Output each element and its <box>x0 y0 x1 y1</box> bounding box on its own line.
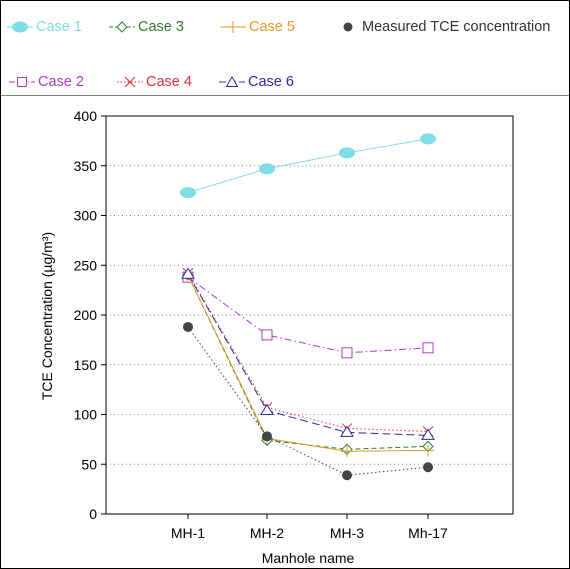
y-tick-label-0: 0 <box>89 506 97 522</box>
series-7-point-MH-1 <box>183 321 193 332</box>
series-line-6 <box>187 273 429 436</box>
axes <box>101 115 514 519</box>
series-1-point-MH-2 <box>259 163 275 175</box>
y-tick-label-300: 300 <box>74 208 98 224</box>
legend-label-case-3: Case 3 <box>138 19 184 35</box>
legend-marker-case-3 <box>109 21 135 33</box>
legend-case-3: Case 3 <box>109 16 184 38</box>
series-3 <box>182 269 434 456</box>
legend-case-4: Case 4 <box>117 71 192 93</box>
tick-labels: 0 50 100 150 200 250 300 350 400 MH-1 MH-2 MH-3 Mh-1… <box>74 108 448 541</box>
series-line-5 <box>187 274 429 452</box>
y-tick-label-150: 150 <box>74 357 98 373</box>
data-series <box>180 133 436 481</box>
series-4 <box>182 267 434 437</box>
legend-marker-case-6 <box>219 76 245 87</box>
y-tick-label-250: 250 <box>74 257 98 273</box>
series-1 <box>180 133 436 199</box>
x-tick-label-MH-3: MH-3 <box>330 525 364 541</box>
legend-marker-case-5 <box>220 21 246 33</box>
y-tick-label-350: 350 <box>74 158 98 174</box>
x-tick-label-MH-1: MH-1 <box>171 525 205 541</box>
y-axis-label: TCE Concentration (µg/m³) <box>39 232 55 400</box>
series-6-point-MH-3 <box>340 425 354 437</box>
y-tick-label-200: 200 <box>74 307 98 323</box>
plot-area-border <box>105 115 514 515</box>
series-line-2 <box>187 276 429 354</box>
legend-marker-case-4 <box>117 76 143 88</box>
series-6-point-Mh-17 <box>421 428 435 440</box>
series-6-point-MH-2 <box>260 403 274 416</box>
series-6 <box>181 267 435 440</box>
series-line-1 <box>187 138 429 194</box>
series-1-point-MH-3 <box>339 147 355 159</box>
x-tick-label-Mh-17: Mh-17 <box>408 525 448 541</box>
legend-label-measured: Measured TCE concentration <box>362 19 551 35</box>
legend-label-case-2: Case 2 <box>38 74 84 90</box>
series-1-point-MH-1 <box>180 187 196 199</box>
series-2-point-Mh-17 <box>422 342 434 354</box>
legend-label-case-6: Case 6 <box>248 74 294 90</box>
series-2-point-MH-3 <box>341 347 353 359</box>
y-tick-label-100: 100 <box>74 407 98 423</box>
series-line-7 <box>187 326 429 476</box>
legend-case-1: Case 1 <box>7 16 82 38</box>
legend-marker-case-2 <box>9 77 35 87</box>
series-7-point-MH-2 <box>262 431 272 442</box>
series-7-point-Mh-17 <box>423 462 433 473</box>
legend-case-5: Case 5 <box>220 16 295 38</box>
legend-label-case-1: Case 1 <box>36 19 82 35</box>
grid-lines <box>106 165 513 465</box>
series-5-point-MH-3 <box>341 445 353 458</box>
legend-case-2: Case 2 <box>9 71 84 93</box>
y-tick-label-400: 400 <box>74 108 98 124</box>
series-2 <box>182 271 434 359</box>
series-7 <box>183 321 433 481</box>
y-tick-label-50: 50 <box>81 456 97 472</box>
x-axis-label: Manhole name <box>262 550 355 566</box>
legend-case-6: Case 6 <box>219 71 294 93</box>
series-2-point-MH-2 <box>261 329 273 341</box>
legend: Case 1 Case 3 Case 5 Measured TCE concen… <box>1 1 569 96</box>
series-1-point-Mh-17 <box>420 133 436 145</box>
x-tick-label-MH-2: MH-2 <box>250 525 284 541</box>
series-5-point-Mh-17 <box>422 444 434 457</box>
legend-marker-measured <box>343 22 353 32</box>
series-line-3 <box>187 274 429 450</box>
legend-label-case-4: Case 4 <box>146 74 192 90</box>
series-7-point-MH-3 <box>342 470 352 481</box>
legend-label-case-5: Case 5 <box>249 19 295 35</box>
series-5 <box>182 269 434 458</box>
series-line-4 <box>187 272 429 432</box>
legend-measured: Measured TCE concentration <box>339 16 550 38</box>
legend-marker-case-1 <box>7 21 33 33</box>
series-6-point-MH-1 <box>181 267 195 279</box>
